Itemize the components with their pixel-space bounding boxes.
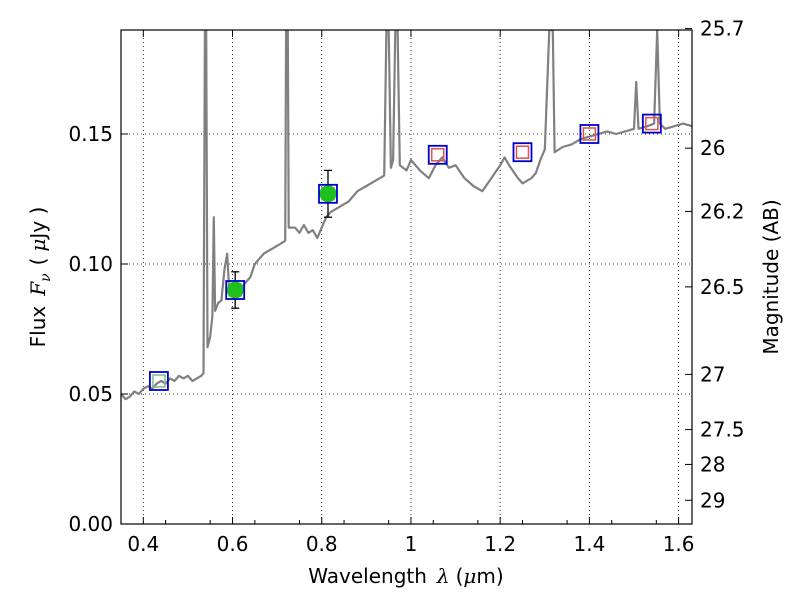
x-tick-label: 0.4 [127,532,159,556]
y2-tick-label: 25.7 [700,17,745,41]
y2-ticks: 25.7 26 26.2 26.5 27 27.5 28 29 [685,17,745,512]
x-tick-label: 0.8 [306,532,338,556]
y2-tick-label: 28 [700,452,725,476]
model-square-red [645,116,659,131]
x-tick-label: 1.6 [663,532,695,556]
model-square-red [430,148,445,162]
y2-tick-label: 26.5 [700,275,745,299]
x-axis-label: Wavelength λ (μm) [308,564,503,588]
photometry-square [318,183,338,204]
photometry-square [579,124,600,144]
detection-point [226,281,244,299]
photometry-square [149,371,169,391]
x-tick-label: 1.4 [573,532,605,556]
y-tick-label: 0.05 [68,382,113,406]
y-tick-label: 0.10 [68,252,113,276]
y-ticks: 0.00 0.05 0.10 0.15 [68,122,128,536]
detection-point [319,185,337,203]
plot-frame [120,29,693,525]
y-axis-label: FluxFν(μJy ) [26,207,54,348]
plot-content [121,30,692,401]
photometry-square [225,280,246,300]
y2-tick-label: 27 [700,362,725,386]
model-square-red [582,127,597,141]
y2-tick-label: 26 [700,136,725,160]
y2-tick-label: 26.2 [700,199,745,223]
x-tick-label: 1 [405,532,418,556]
spectrum-line [121,30,692,401]
y-tick-label: 0.15 [68,122,113,146]
photometry-square [427,144,448,165]
x-tick-label: 0.6 [217,532,249,556]
photometry-square [512,142,533,163]
y2-axis-label: Magnitude (AB) [759,199,783,354]
x-tick-label: 1.2 [484,532,516,556]
y-tick-label: 0.00 [68,512,113,536]
x-ticks: 0.4 0.6 0.8 1 1.2 1.4 1.6 [127,30,695,556]
y2-tick-label: 29 [700,488,725,512]
model-square-green [152,374,166,388]
model-square-red [515,145,530,159]
y2-tick-label: 27.5 [700,418,745,442]
photometry-square [641,113,662,134]
